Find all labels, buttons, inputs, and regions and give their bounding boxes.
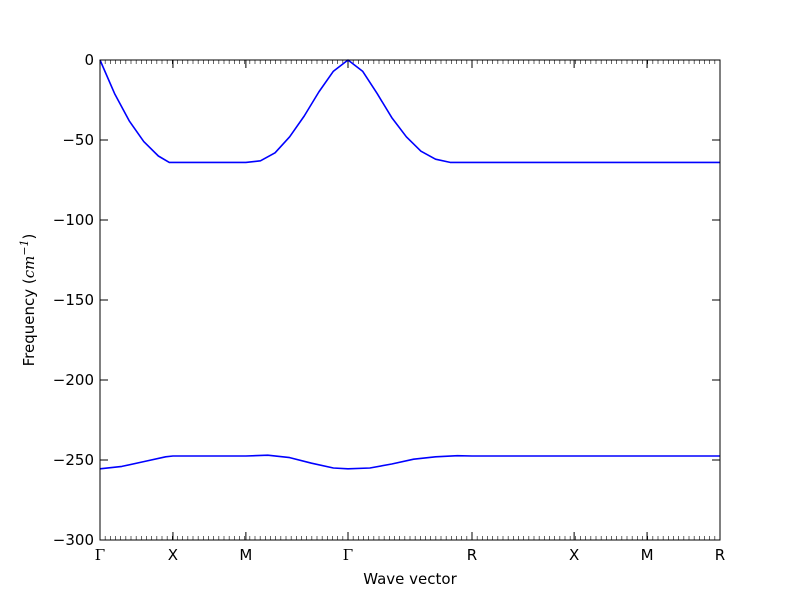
x-axis-label: Wave vector	[363, 570, 457, 588]
y-tick-label: −150	[53, 291, 94, 309]
plot-frame	[99, 59, 721, 541]
dispersion-branch-1	[99, 59, 720, 164]
x-tick-label: M	[239, 546, 252, 564]
x-tick-label: X	[569, 546, 579, 564]
dispersion-branch-2	[99, 454, 720, 470]
x-tick-label: R	[467, 546, 477, 564]
x-tick-label: X	[168, 546, 178, 564]
y-axis-label-unit: cm	[20, 256, 38, 279]
dispersion-curves	[99, 59, 720, 470]
y-tick-label: −50	[62, 131, 94, 149]
x-tick-label: M	[641, 546, 654, 564]
y-tick-label: −250	[53, 451, 94, 469]
y-axis-label: Frequency (cm−1)	[18, 234, 38, 367]
y-tick-labels: 0 −50 −100 −150 −200 −250 −300	[53, 51, 94, 549]
y-tick-label: 0	[84, 51, 94, 69]
x-tick-label: R	[715, 546, 725, 564]
y-axis-label-suffix: )	[20, 234, 38, 240]
y-tick-label: −100	[53, 211, 94, 229]
axis-ticks	[99, 59, 721, 541]
x-tick-label: Γ	[343, 546, 353, 564]
y-tick-label: −200	[53, 371, 94, 389]
y-axis-label-exponent: −1	[18, 239, 31, 255]
x-tick-label: Γ	[95, 546, 105, 564]
y-tick-label: −300	[53, 531, 94, 549]
y-axis-label-prefix: Frequency (	[20, 278, 38, 366]
